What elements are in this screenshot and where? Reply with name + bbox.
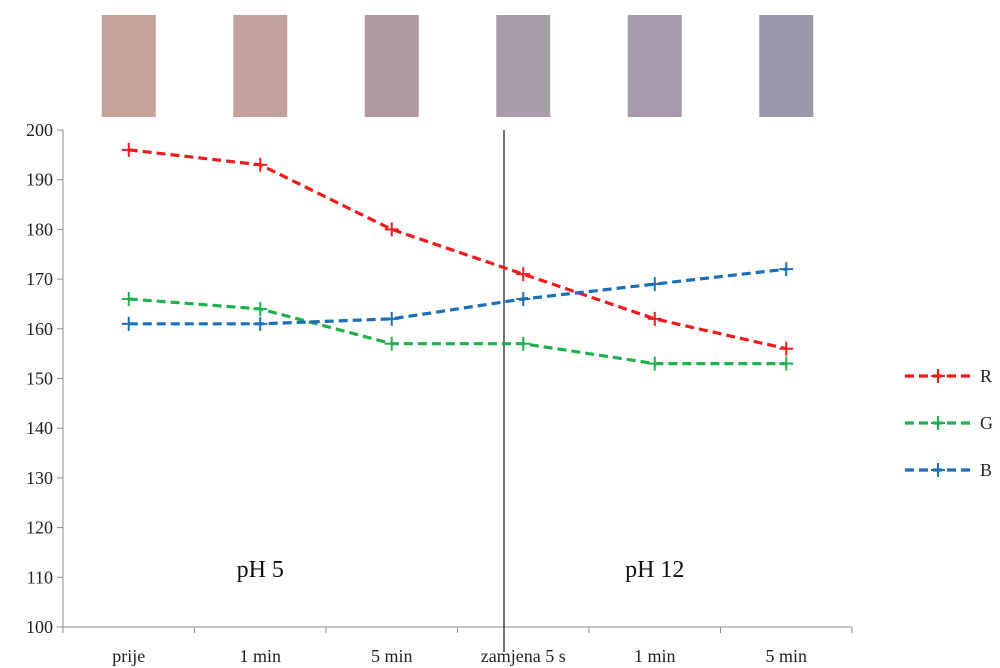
data-point-marker [647,311,662,326]
data-point-marker [121,316,136,331]
data-point-marker [516,336,531,351]
region-label: pH 5 [237,557,284,583]
data-point-marker [121,142,136,157]
data-point-marker [647,277,662,292]
data-point-marker [253,316,268,331]
color-swatch [364,15,419,117]
x-tick-label: 5 min [765,646,807,666]
data-point-marker [253,301,268,316]
series-line-g [128,297,787,366]
y-tick-label: 170 [26,269,53,289]
legend-item-g: G [905,413,993,433]
x-tick-label: 1 min [634,646,676,666]
y-tick-label: 200 [26,120,53,140]
color-swatch [759,15,814,117]
data-point-marker [779,341,794,356]
y-tick-label: 110 [27,567,53,587]
region-label: pH 12 [625,557,684,583]
data-point-marker [121,291,136,306]
legend-label: G [980,413,993,433]
data-point-marker [931,463,945,477]
data-point-marker [647,356,662,371]
chart-legend: R G B [905,366,993,480]
color-swatch [496,15,551,117]
x-tick-label: 1 min [239,646,281,666]
color-swatch [627,15,682,117]
color-swatch-row [101,15,814,117]
data-point-marker [779,356,794,371]
data-point-marker [931,416,945,430]
data-point-marker [253,157,268,172]
y-tick-label: 100 [26,617,53,637]
x-tick-label: 5 min [371,646,413,666]
legend-label: R [980,366,992,386]
legend-item-r: R [905,366,992,386]
y-tick-label: 140 [26,418,53,438]
chart-axes: 100 110 120 130 140 150 160 170 180 190 200 prije 1 … [26,120,853,666]
color-swatch [101,15,156,117]
x-tick-label: zamjena 5 s [481,646,566,666]
data-point-marker [384,311,399,326]
data-point-marker [516,291,531,306]
series-line-r [128,148,787,351]
chart-annotations: pH 5 pH 12 [237,557,685,583]
y-tick-label: 180 [26,219,53,239]
x-tick-label: prije [112,646,145,666]
legend-item-b: B [905,460,992,480]
data-point-marker [516,267,531,282]
y-tick-label: 130 [26,468,53,488]
data-point-marker [384,222,399,237]
series-line-b [128,267,787,326]
chart-series [121,142,794,371]
data-point-marker [384,336,399,351]
y-tick-label: 120 [26,518,53,538]
y-tick-label: 160 [26,319,53,339]
legend-label: B [980,460,992,480]
color-swatch [233,15,288,117]
data-point-marker [779,262,794,277]
y-tick-label: 190 [26,170,53,190]
y-tick-label: 150 [26,369,53,389]
data-point-marker [931,369,945,383]
